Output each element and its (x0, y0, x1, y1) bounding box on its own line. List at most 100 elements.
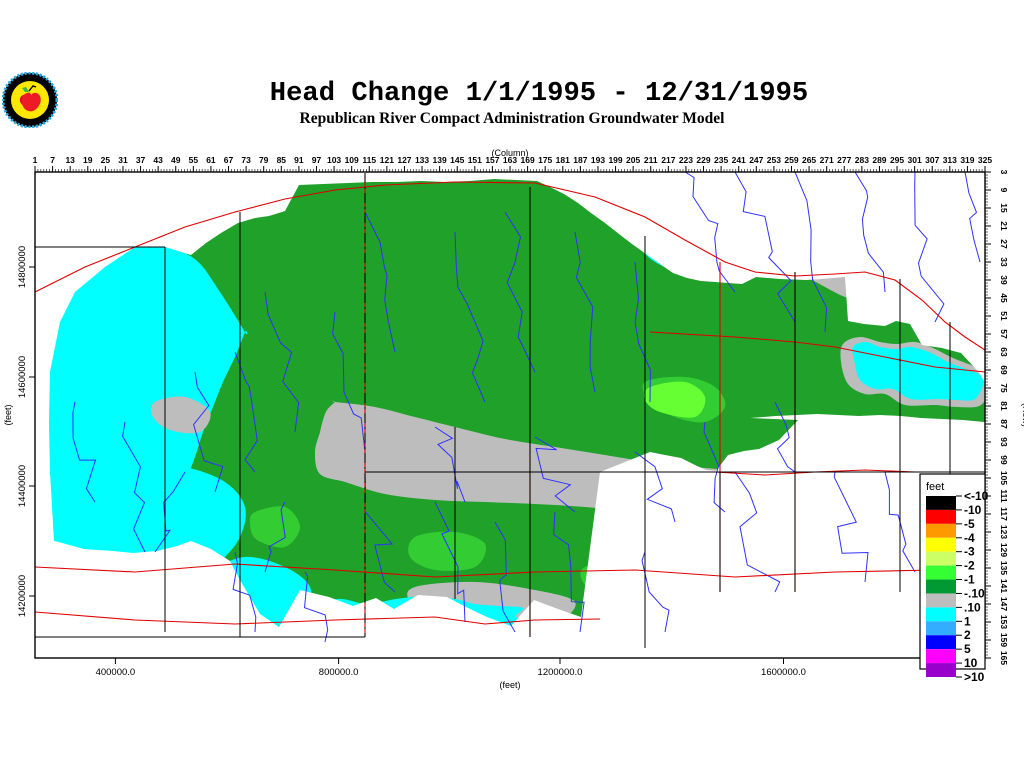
svg-text:1: 1 (33, 155, 38, 165)
svg-text:145: 145 (450, 155, 464, 165)
svg-text:319: 319 (960, 155, 974, 165)
svg-text:109: 109 (345, 155, 359, 165)
svg-text:133: 133 (415, 155, 429, 165)
svg-text:33: 33 (999, 257, 1009, 267)
svg-text:313: 313 (943, 155, 957, 165)
svg-text:241: 241 (732, 155, 746, 165)
svg-text:39: 39 (999, 275, 1009, 285)
svg-text:3: 3 (999, 170, 1009, 175)
svg-text:81: 81 (999, 401, 1009, 411)
svg-text:111: 111 (999, 489, 1009, 503)
svg-text:289: 289 (872, 155, 886, 165)
svg-text:19: 19 (83, 155, 93, 165)
svg-text:123: 123 (999, 525, 1009, 539)
svg-text:247: 247 (749, 155, 763, 165)
svg-text:7: 7 (50, 155, 55, 165)
svg-text:21: 21 (999, 221, 1009, 231)
svg-text:127: 127 (397, 155, 411, 165)
svg-text:153: 153 (999, 615, 1009, 629)
svg-text:139: 139 (433, 155, 447, 165)
svg-text:>10: >10 (964, 670, 985, 684)
svg-text:49: 49 (171, 155, 181, 165)
svg-text:93: 93 (999, 437, 1009, 447)
svg-text:211: 211 (644, 155, 658, 165)
svg-text:147: 147 (999, 597, 1009, 611)
svg-text:14800000: 14800000 (17, 246, 28, 288)
svg-text:79: 79 (259, 155, 269, 165)
svg-text:13: 13 (65, 155, 75, 165)
svg-text:187: 187 (573, 155, 587, 165)
svg-text:5: 5 (964, 642, 971, 656)
svg-text:307: 307 (925, 155, 939, 165)
svg-text:97: 97 (312, 155, 322, 165)
svg-text:217: 217 (661, 155, 675, 165)
svg-text:1: 1 (964, 614, 971, 628)
svg-text:121: 121 (380, 155, 394, 165)
svg-text:25: 25 (101, 155, 111, 165)
svg-text:9: 9 (999, 188, 1009, 193)
svg-text:10: 10 (964, 656, 978, 670)
svg-text:67: 67 (224, 155, 234, 165)
svg-text:800000.0: 800000.0 (319, 667, 359, 678)
svg-text:15: 15 (999, 203, 1009, 213)
svg-text:.10: .10 (964, 600, 981, 614)
svg-text:159: 159 (999, 633, 1009, 647)
svg-text:271: 271 (820, 155, 834, 165)
svg-text:-10: -10 (964, 503, 982, 517)
svg-text:265: 265 (802, 155, 816, 165)
svg-text:(Column): (Column) (491, 148, 528, 158)
svg-text:75: 75 (999, 383, 1009, 393)
svg-text:87: 87 (999, 419, 1009, 429)
svg-text:277: 277 (837, 155, 851, 165)
svg-text:115: 115 (362, 155, 376, 165)
svg-text:199: 199 (608, 155, 622, 165)
svg-text:205: 205 (626, 155, 640, 165)
svg-text:-2: -2 (964, 559, 975, 573)
svg-text:151: 151 (468, 155, 482, 165)
svg-text:129: 129 (999, 543, 1009, 557)
svg-text:85: 85 (277, 155, 287, 165)
svg-text:165: 165 (999, 651, 1009, 665)
svg-text:14200000: 14200000 (17, 575, 28, 617)
svg-text:45: 45 (999, 293, 1009, 303)
svg-text:99: 99 (999, 455, 1009, 465)
svg-text:-1: -1 (964, 573, 975, 587)
svg-text:325: 325 (978, 155, 992, 165)
svg-text:253: 253 (767, 155, 781, 165)
svg-text:(feet): (feet) (499, 680, 520, 690)
svg-text:1200000.0: 1200000.0 (538, 667, 583, 678)
svg-text:31: 31 (118, 155, 128, 165)
svg-text:-4: -4 (964, 531, 975, 545)
svg-text:229: 229 (696, 155, 710, 165)
svg-text:301: 301 (908, 155, 922, 165)
svg-text:73: 73 (241, 155, 251, 165)
svg-text:14600000: 14600000 (17, 356, 28, 398)
svg-text:295: 295 (890, 155, 904, 165)
svg-text:2: 2 (964, 628, 971, 642)
svg-text:259: 259 (784, 155, 798, 165)
svg-text:-5: -5 (964, 517, 975, 531)
svg-text:91: 91 (294, 155, 304, 165)
svg-text:103: 103 (327, 155, 341, 165)
svg-text:235: 235 (714, 155, 728, 165)
svg-text:117: 117 (999, 507, 1009, 521)
svg-text:43: 43 (153, 155, 163, 165)
svg-text:55: 55 (189, 155, 199, 165)
svg-text:181: 181 (556, 155, 570, 165)
svg-text:283: 283 (855, 155, 869, 165)
svg-text:-3: -3 (964, 545, 975, 559)
svg-text:135: 135 (999, 561, 1009, 575)
svg-text:(feet): (feet) (3, 404, 13, 425)
svg-text:-.10: -.10 (964, 586, 985, 600)
svg-text:175: 175 (538, 155, 552, 165)
svg-text:57: 57 (999, 329, 1009, 339)
svg-text:61: 61 (206, 155, 216, 165)
svg-text:105: 105 (999, 471, 1009, 485)
svg-text:14400000: 14400000 (17, 465, 28, 507)
svg-text:<-10: <-10 (964, 489, 989, 503)
svg-text:37: 37 (136, 155, 146, 165)
svg-text:feet: feet (926, 481, 944, 493)
svg-text:400000.0: 400000.0 (96, 667, 136, 678)
svg-text:193: 193 (591, 155, 605, 165)
svg-text:51: 51 (999, 311, 1009, 321)
